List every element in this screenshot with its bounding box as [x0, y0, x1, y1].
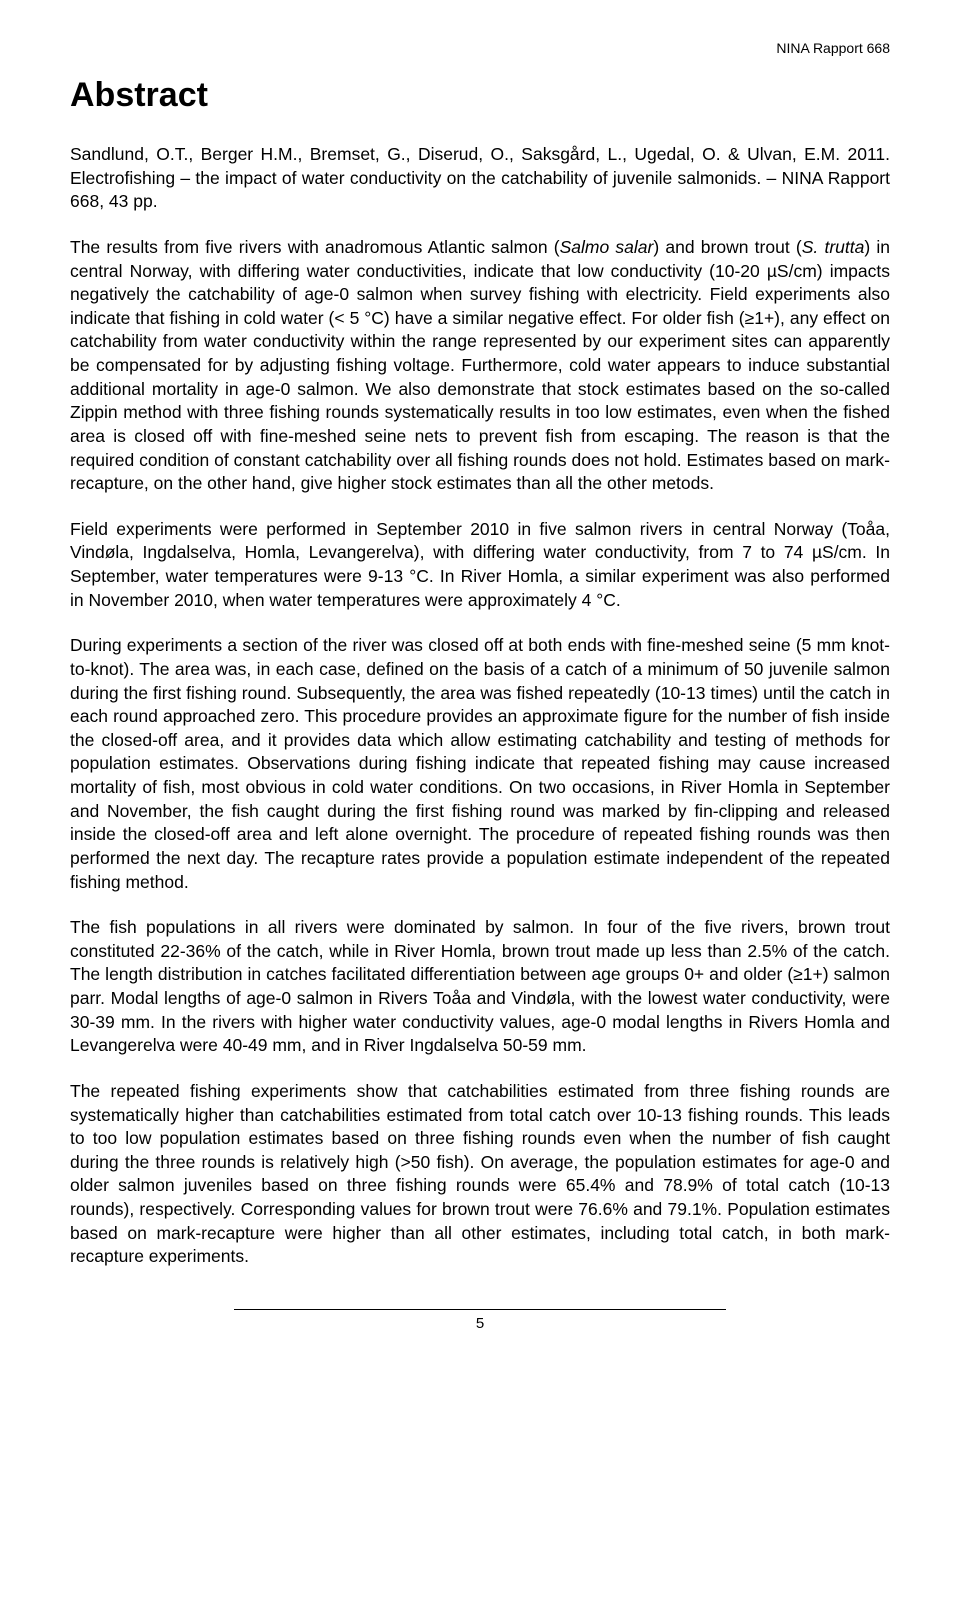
citation-paragraph: Sandlund, O.T., Berger H.M., Bremset, G.… — [70, 143, 890, 214]
page-footer: 5 — [70, 1309, 890, 1332]
report-header: NINA Rapport 668 — [70, 40, 890, 56]
abstract-para-3: During experiments a section of the rive… — [70, 634, 890, 894]
abstract-para-1: The results from five rivers with anadro… — [70, 236, 890, 496]
p1-text-a: The results from five rivers with anadro… — [70, 237, 560, 257]
report-label: NINA Rapport 668 — [776, 40, 890, 56]
species-salmo-salar: Salmo salar — [560, 237, 654, 257]
species-s-trutta: S. trutta — [802, 237, 865, 257]
p1-text-b: ) and brown trout ( — [653, 237, 801, 257]
page-number: 5 — [476, 1315, 484, 1332]
citation-title: Electrofishing – the impact of water con… — [70, 168, 761, 188]
abstract-para-5: The repeated fishing experiments show th… — [70, 1080, 890, 1269]
abstract-para-2: Field experiments were performed in Sept… — [70, 518, 890, 613]
p1-text-c: ) in central Norway, with differing wate… — [70, 237, 890, 493]
abstract-para-4: The fish populations in all rivers were … — [70, 916, 890, 1058]
citation-authors: Sandlund, O.T., Berger H.M., Bremset, G.… — [70, 144, 890, 164]
abstract-title: Abstract — [70, 76, 890, 115]
